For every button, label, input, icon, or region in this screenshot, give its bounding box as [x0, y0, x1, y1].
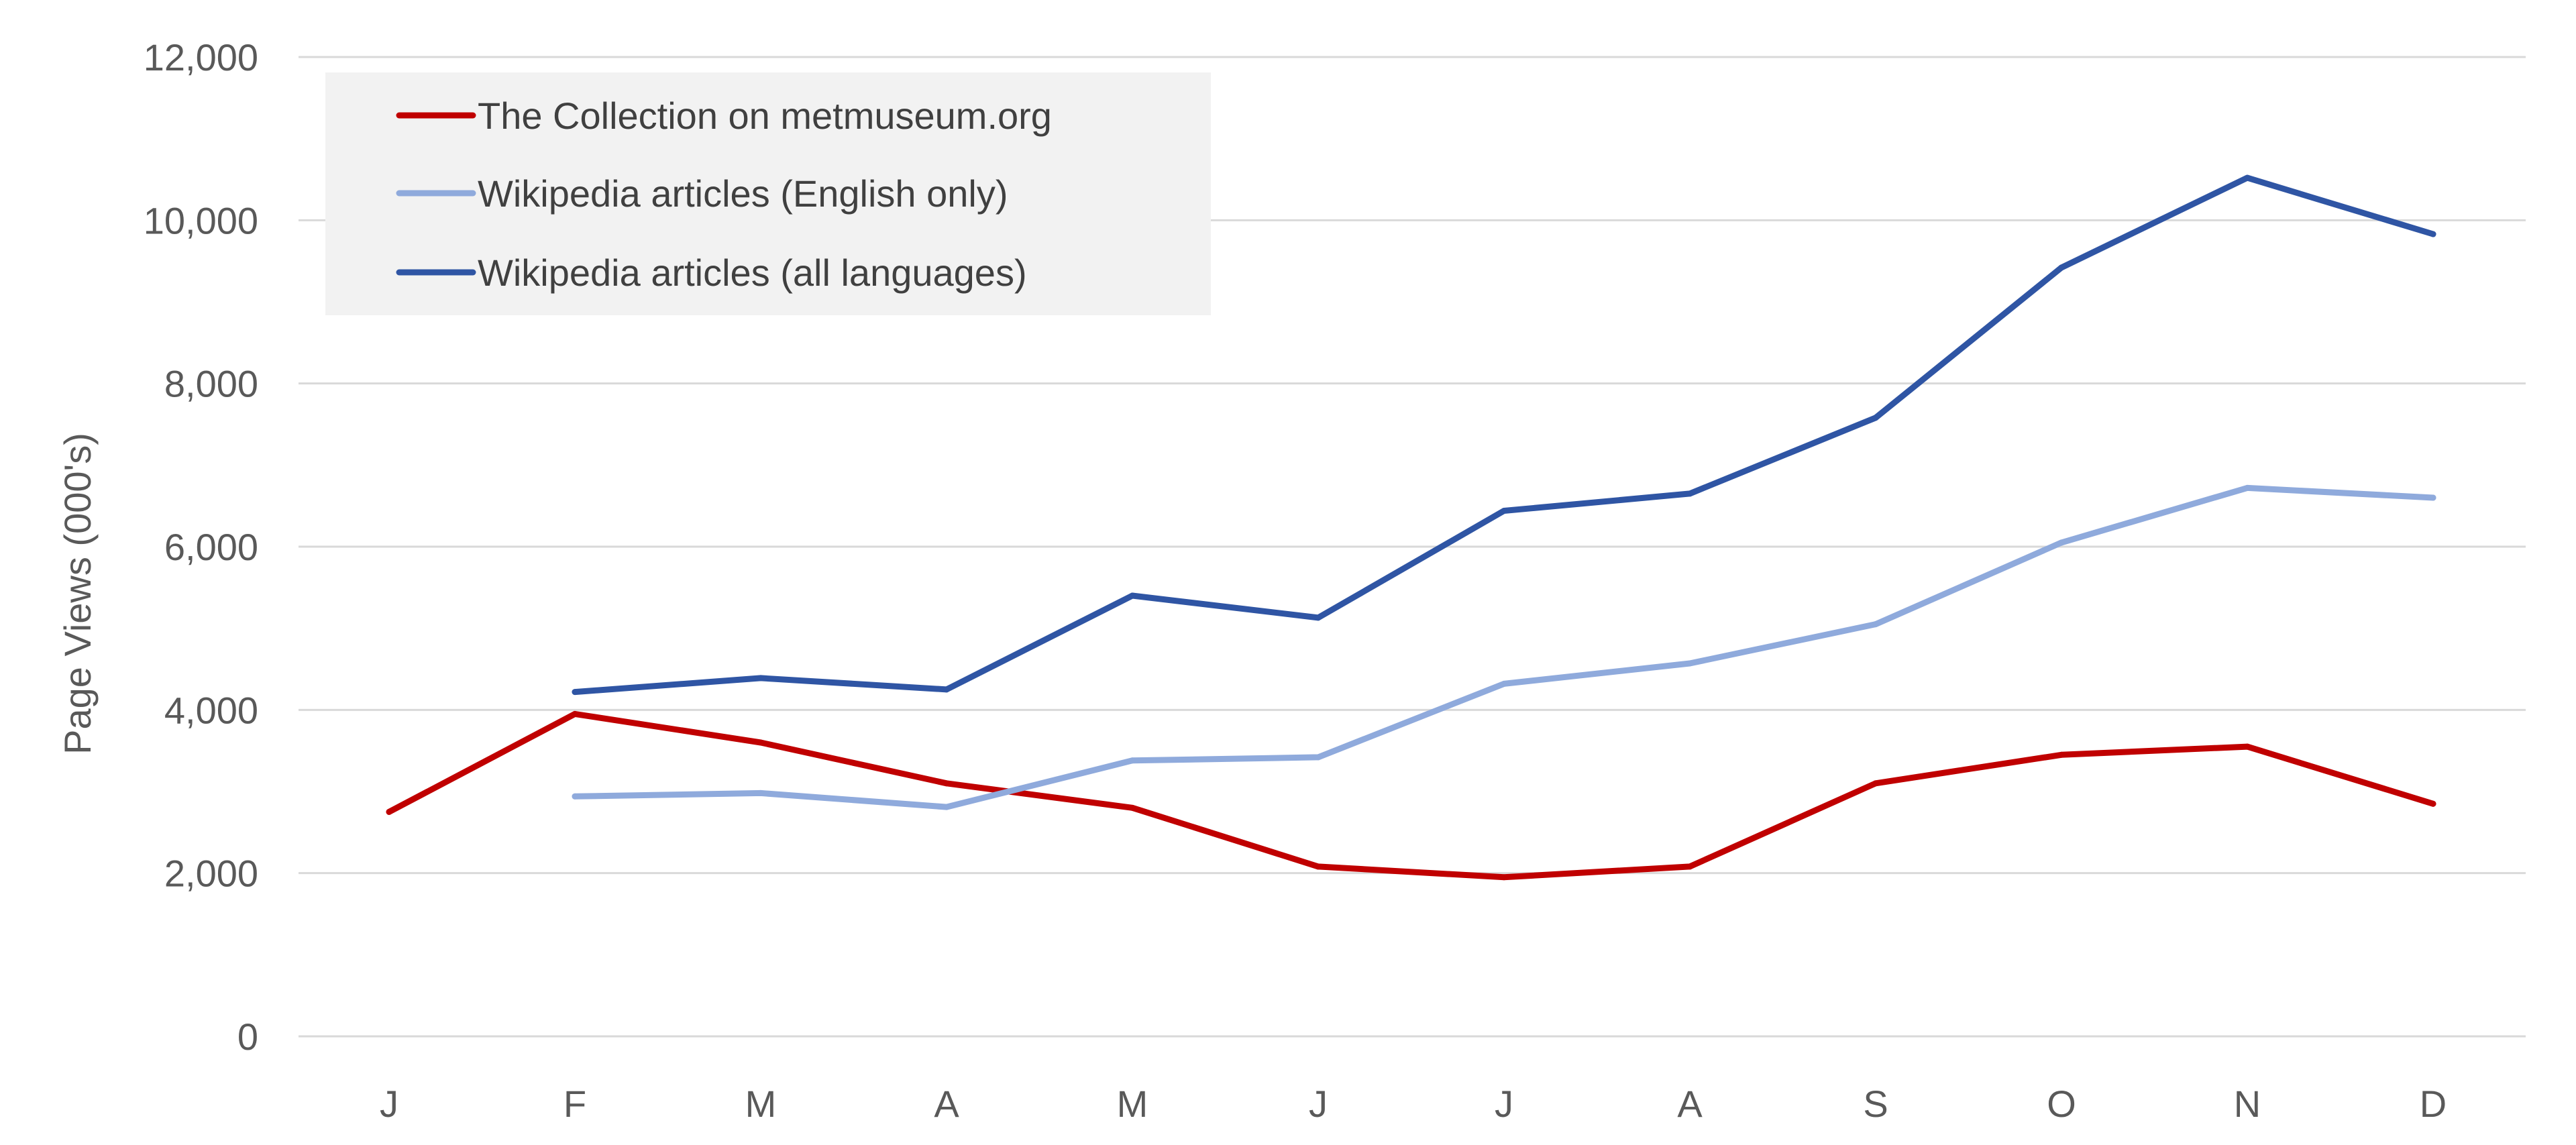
data-point: [2244, 174, 2251, 181]
data-point: [943, 686, 950, 693]
legend: The Collection on metmuseum.org Wikipedia…: [325, 72, 1211, 315]
legend-label: Wikipedia articles (all languages): [478, 252, 1027, 294]
data-point: [1872, 621, 1879, 628]
x-tick-label: D: [2420, 1083, 2447, 1125]
data-point: [757, 789, 764, 796]
data-point: [1501, 680, 1507, 687]
data-point: [1686, 660, 1693, 667]
y-tick-label: 8,000: [164, 363, 258, 405]
legend-entry: Wikipedia articles (all languages): [396, 252, 1027, 294]
x-tick-label: J: [1309, 1083, 1328, 1125]
x-tick-label: J: [380, 1083, 398, 1125]
data-point: [386, 808, 392, 815]
data-point: [1315, 614, 1322, 621]
y-axis-ticks: 0 2,000 4,000 6,000 8,000 10,000 12,000: [144, 36, 258, 1058]
series-3: [572, 174, 2436, 696]
data-point: [1501, 507, 1507, 514]
series-2: [572, 484, 2436, 810]
data-point: [2058, 751, 2065, 758]
data-point: [572, 710, 578, 717]
data-point: [1315, 754, 1322, 761]
y-tick-label: 12,000: [144, 36, 258, 78]
x-tick-label: O: [2047, 1083, 2076, 1125]
legend-entry: The Collection on metmuseum.org: [396, 95, 1052, 137]
y-axis-title: Page Views (000's): [56, 433, 99, 755]
data-point: [1686, 490, 1693, 497]
data-point: [572, 793, 578, 800]
data-point: [2058, 539, 2065, 546]
x-tick-label: A: [1677, 1083, 1703, 1125]
x-tick-label: A: [934, 1083, 959, 1125]
data-point: [1501, 874, 1507, 881]
y-tick-label: 10,000: [144, 199, 258, 241]
data-point: [1872, 415, 1879, 421]
data-point: [757, 675, 764, 681]
data-point: [2244, 484, 2251, 491]
data-point: [2058, 264, 2065, 271]
y-tick-label: 4,000: [164, 689, 258, 731]
data-point: [1129, 592, 1136, 599]
data-point: [2430, 231, 2436, 237]
y-tick-label: 0: [237, 1016, 258, 1058]
legend-label: The Collection on metmuseum.org: [478, 95, 1052, 137]
data-point: [1686, 863, 1693, 870]
legend-entry: Wikipedia articles (English only): [396, 172, 1008, 215]
x-tick-label: F: [564, 1083, 586, 1125]
data-point: [2430, 494, 2436, 501]
x-tick-label: S: [1863, 1083, 1888, 1125]
series-lines: [386, 174, 2436, 881]
data-point: [2430, 800, 2436, 807]
series-1: [386, 710, 2436, 881]
x-tick-label: M: [1117, 1083, 1148, 1125]
x-tick-label: M: [745, 1083, 777, 1125]
series-line: [386, 710, 2436, 881]
y-tick-label: 6,000: [164, 526, 258, 568]
data-point: [1315, 863, 1322, 870]
data-point: [1872, 780, 1879, 787]
data-point: [2244, 743, 2251, 750]
y-tick-label: 2,000: [164, 853, 258, 895]
data-point: [943, 804, 950, 810]
data-point: [1129, 757, 1136, 764]
legend-label: Wikipedia articles (English only): [478, 172, 1008, 215]
data-point: [757, 739, 764, 746]
data-point: [1129, 804, 1136, 811]
data-point: [943, 780, 950, 787]
data-point: [572, 689, 578, 696]
x-tick-label: J: [1495, 1083, 1513, 1125]
x-tick-label: N: [2234, 1083, 2261, 1125]
series-line: [572, 484, 2436, 810]
